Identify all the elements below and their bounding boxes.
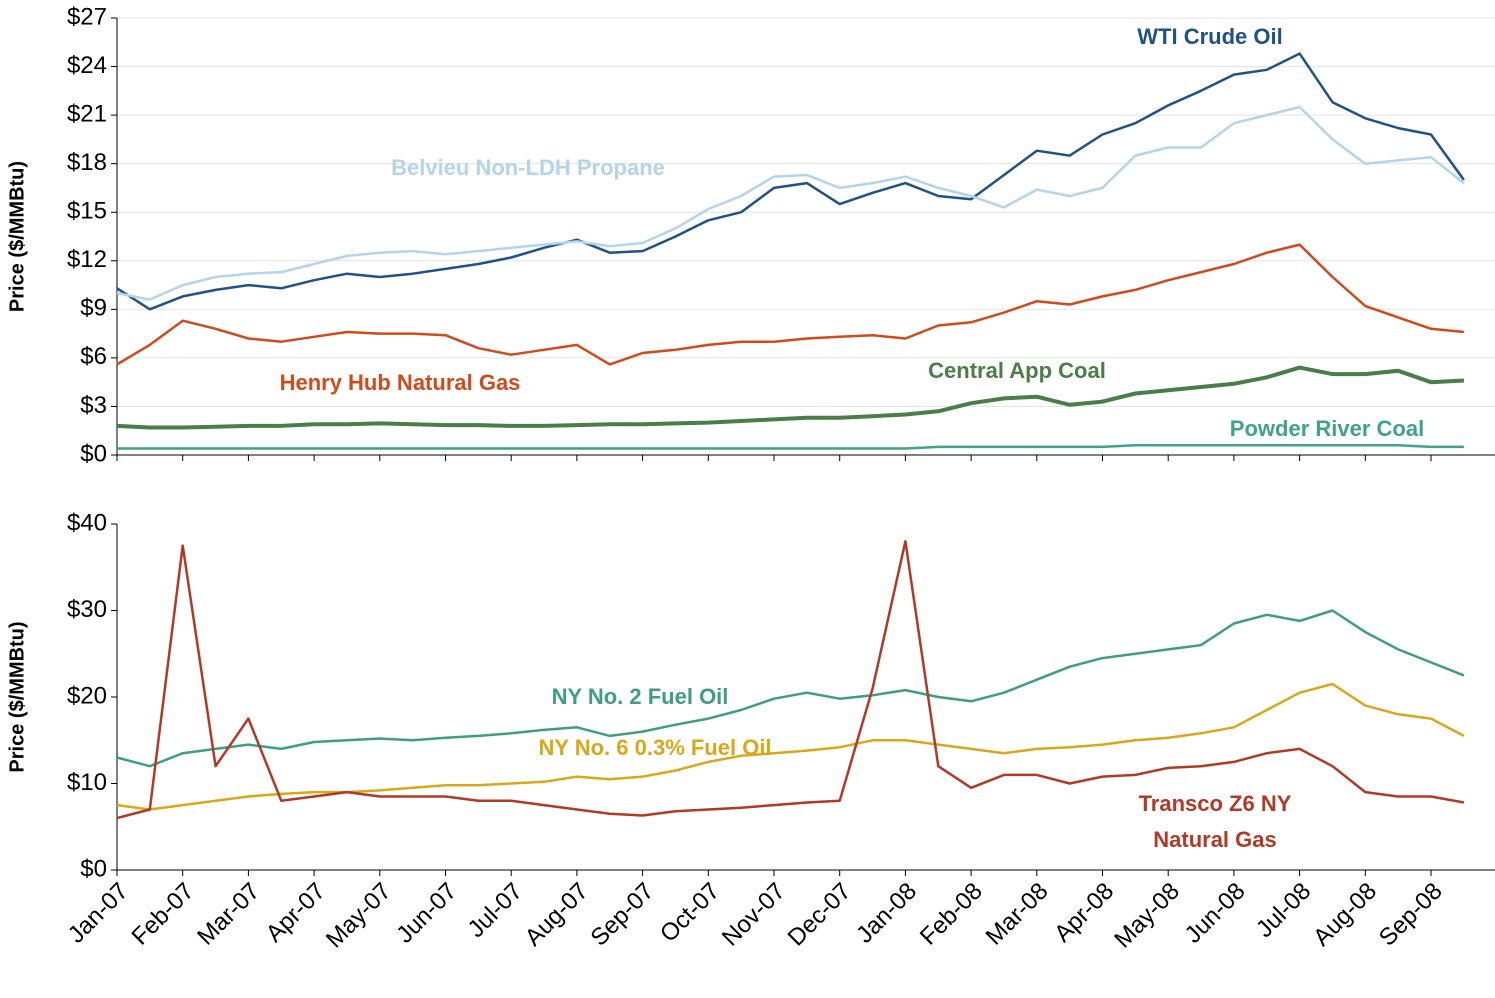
series-line bbox=[116, 52, 1465, 311]
x-tick-label: Feb-07 bbox=[127, 878, 200, 951]
x-tick-label: Apr-07 bbox=[261, 878, 331, 948]
y-tick-label: $3 bbox=[80, 392, 107, 419]
x-tick-label: Aug-07 bbox=[520, 878, 594, 952]
x-tick-label: Aug-08 bbox=[1308, 878, 1382, 952]
series-line bbox=[116, 609, 1465, 768]
x-tick-label: Jan-07 bbox=[63, 878, 134, 949]
y-tick-label: $12 bbox=[67, 246, 107, 273]
x-tick-label: Oct-07 bbox=[655, 878, 725, 948]
y-axis-title: Price ($/MMBtu) bbox=[6, 621, 28, 772]
series-label: Henry Hub Natural Gas bbox=[279, 370, 521, 395]
series-label: Transco Z6 NY Natural Gas bbox=[1138, 791, 1292, 852]
series-label: NY No. 6 0.3% Fuel Oil bbox=[538, 735, 772, 760]
x-tick-label: Sep-08 bbox=[1374, 878, 1448, 952]
x-tick-label: Jan-08 bbox=[851, 878, 922, 949]
x-tick-label: Jun-08 bbox=[1180, 878, 1251, 949]
y-tick-label: $9 bbox=[80, 295, 107, 322]
series-label: Powder River Coal bbox=[1229, 416, 1425, 441]
y-tick-label: $18 bbox=[67, 149, 107, 176]
series-label: Belvieu Non-LDH Propane bbox=[391, 155, 665, 180]
x-tick-label: Mar-08 bbox=[981, 878, 1054, 951]
series-label: Central App Coal bbox=[928, 358, 1106, 383]
x-tick-label: Feb-08 bbox=[915, 878, 988, 951]
y-tick-label: $20 bbox=[67, 682, 107, 709]
series-line bbox=[117, 444, 1464, 450]
y-tick-label: $30 bbox=[67, 596, 107, 623]
x-tick-label: Sep-07 bbox=[586, 878, 660, 952]
x-tick-label: Jul-08 bbox=[1251, 878, 1316, 943]
series-line bbox=[116, 540, 1465, 820]
y-tick-label: $6 bbox=[80, 343, 107, 370]
y-tick-label: $24 bbox=[67, 52, 107, 79]
x-tick-label: Nov-07 bbox=[717, 878, 791, 952]
y-tick-label: $10 bbox=[67, 769, 107, 796]
series-line bbox=[116, 105, 1465, 301]
y-tick-label: $21 bbox=[67, 100, 107, 127]
y-tick-label: $15 bbox=[67, 198, 107, 225]
x-tick-label: Jun-07 bbox=[391, 878, 462, 949]
x-tick-label: Mar-07 bbox=[192, 878, 265, 951]
series-line bbox=[116, 365, 1465, 430]
y-tick-label: $27 bbox=[67, 3, 107, 30]
series-label: WTI Crude Oil bbox=[1137, 24, 1283, 49]
series-label: NY No. 2 Fuel Oil bbox=[551, 684, 729, 709]
y-tick-label: $0 bbox=[80, 855, 107, 882]
y-tick-label: $0 bbox=[80, 440, 107, 467]
x-tick-label: Apr-08 bbox=[1049, 878, 1119, 948]
x-tick-label: May-08 bbox=[1109, 878, 1185, 954]
y-axis-title: Price ($/MMBtu) bbox=[6, 161, 28, 312]
x-tick-label: Jul-07 bbox=[463, 878, 528, 943]
x-tick-label: Dec-07 bbox=[783, 878, 857, 952]
series-line bbox=[116, 243, 1465, 366]
y-tick-label: $40 bbox=[67, 509, 107, 536]
x-tick-label: May-07 bbox=[321, 878, 397, 954]
